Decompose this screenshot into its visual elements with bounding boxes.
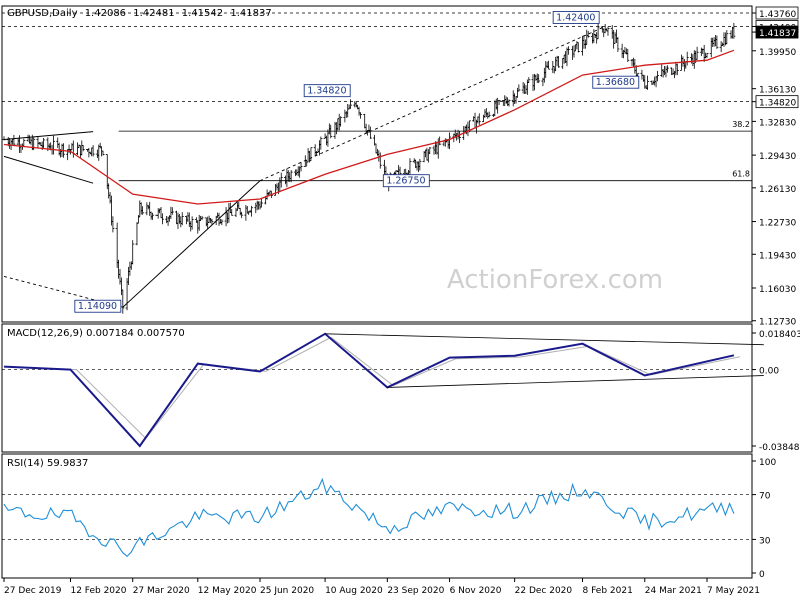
x-tick-label: 23 Sep 2020 <box>387 586 444 596</box>
rsi-line <box>3 477 735 558</box>
price-labels: 1.42400 1.34820 1.36680 1.26750 1.14090 <box>74 11 640 313</box>
fib-label: 38.2 <box>732 120 750 129</box>
ohlc-low: 1.41542 <box>182 8 223 19</box>
price-tick-label: 1.26130 <box>759 185 796 195</box>
x-tick-label: 25 Jun 2020 <box>260 586 314 596</box>
price-tick-label: 1.36130 <box>759 86 796 96</box>
price-tick-label: 1.12730 <box>759 318 796 328</box>
rsi-title: RSI(14) 59.9837 <box>7 458 88 469</box>
watermark: ActionForex.com <box>447 265 663 295</box>
horizontal-levels <box>2 12 752 103</box>
macd-main-line <box>3 332 735 448</box>
macd-tick-label: 0.00 <box>759 367 779 377</box>
price-tick-box <box>755 25 799 39</box>
price-label-box <box>592 75 640 89</box>
macd-lower-trendline <box>387 375 764 388</box>
rsi-y-axis: 100 70 30 0 <box>752 458 776 580</box>
price-tick-label: 1.34820 <box>759 99 796 109</box>
price-label: 1.14090 <box>78 301 117 312</box>
macd-panel <box>1 323 753 453</box>
uptrend-line <box>122 180 261 308</box>
price-label: 1.26750 <box>386 176 425 187</box>
x-tick-label: 7 May 2021 <box>707 586 760 596</box>
x-tick-label: 12 May 2020 <box>198 586 257 596</box>
price-tick-box <box>755 95 799 109</box>
price-tick-label: 1.22730 <box>759 219 796 229</box>
x-tick-label: 6 Nov 2020 <box>450 586 502 596</box>
x-tick-label: 27 Dec 2019 <box>4 586 62 596</box>
fibonacci-levels: 38.2 61.8 <box>118 120 752 182</box>
fib-label: 61.8 <box>732 170 750 179</box>
x-tick-label: 24 Mar 2021 <box>645 586 702 596</box>
moving-average <box>3 49 735 205</box>
rsi-tick-label: 30 <box>759 536 771 546</box>
price-tick-box <box>755 6 799 20</box>
price-tick-label: 1.19430 <box>759 251 796 261</box>
price-label: 1.34820 <box>307 86 346 97</box>
price-tick-label: 1.41837 <box>759 29 796 39</box>
price-y-axis: 1.437601.424001.418371.399501.361301.348… <box>752 6 799 328</box>
price-label-box <box>552 11 600 24</box>
x-tick-label: 10 Aug 2020 <box>325 586 383 596</box>
price-label-box <box>303 84 351 98</box>
moving-average-line <box>3 49 735 205</box>
price-tick-label: 1.29430 <box>759 152 796 162</box>
price-panel <box>1 5 753 323</box>
price-label: 1.42400 <box>556 12 595 23</box>
macd-tick-label: 0.018403 <box>759 330 800 340</box>
macd-lines <box>2 332 764 448</box>
rsi-tick-label: 0 <box>759 570 765 580</box>
x-tick-label: 8 Feb 2021 <box>583 586 633 596</box>
rsi-tick-label: 70 <box>759 492 771 502</box>
price-title: GBPUSD,Daily 1.42086 1.42481 1.41542 1.4… <box>7 8 272 19</box>
wedge-lower-line <box>3 155 94 184</box>
wedge-upper-line <box>3 131 94 141</box>
x-tick-label: 22 Dec 2020 <box>515 586 573 596</box>
x-tick-label: 12 Feb 2020 <box>70 586 126 596</box>
macd-upper-trendline <box>325 333 764 346</box>
price-tick-label: 1.43760 <box>759 10 796 20</box>
macd-tick-label: -0.038483 <box>759 443 800 453</box>
price-label: 1.36680 <box>596 77 635 88</box>
ohlc-open: 1.42086 <box>85 8 126 19</box>
rsi-tick-label: 100 <box>759 458 776 468</box>
macd-y-axis: 0.018403 0.00 -0.038483 <box>752 330 800 453</box>
ohlc-close: 1.41837 <box>230 8 271 19</box>
price-label-box <box>382 174 430 188</box>
x-tick-label: 27 Mar 2020 <box>133 586 190 596</box>
price-tick-label: 1.39950 <box>759 48 796 58</box>
price-tick-label: 1.32830 <box>759 118 796 128</box>
rsi-panel <box>1 453 753 579</box>
macd-title: MACD(12,26,9) 0.007184 0.007570 <box>7 328 185 339</box>
trend-lines <box>3 26 606 308</box>
rsi-line <box>2 477 752 558</box>
x-axis: 27 Dec 2019 12 Feb 2020 27 Mar 2020 12 May … <box>3 578 760 596</box>
price-tick-label: 1.16030 <box>759 285 796 295</box>
symbol-timeframe: GBPUSD,Daily <box>7 8 78 19</box>
price-label-box <box>74 299 122 313</box>
ohlc-high: 1.42481 <box>133 8 174 19</box>
